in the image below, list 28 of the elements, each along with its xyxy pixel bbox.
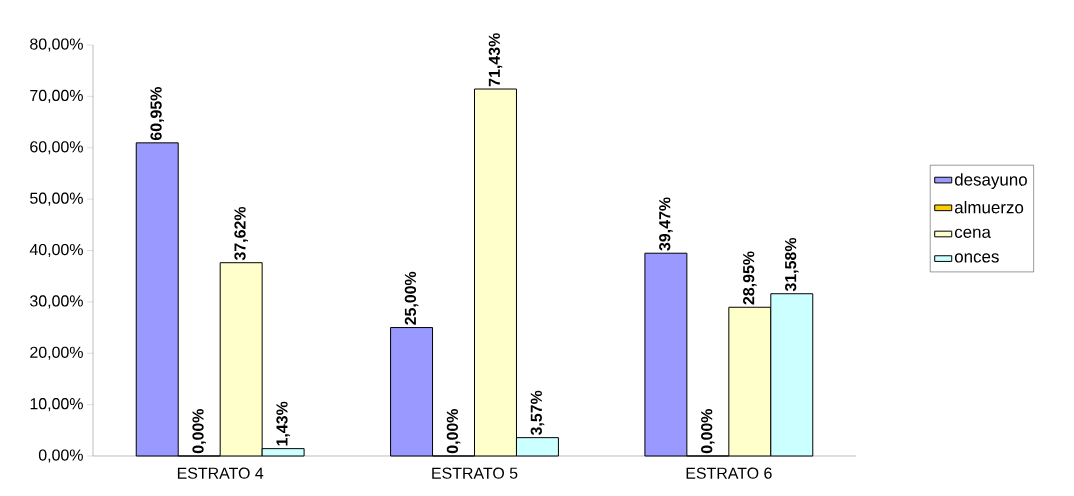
data-label: 28,95% (743, 251, 757, 305)
data-label: 0,00% (192, 409, 206, 454)
legend-label: desayuno (954, 173, 1027, 189)
y-tick-label: 50,00% (30, 192, 83, 206)
y-tick-label: 40,00% (29, 243, 83, 258)
x-tick-label: ESTRATO 4 (177, 467, 264, 479)
data-label: 3,57% (530, 390, 545, 436)
legend-label: almuerzo (954, 200, 1024, 214)
x-tick-label: ESTRATO 5 (432, 467, 518, 479)
y-tick-label: 30,00% (30, 295, 83, 309)
legend-label: onces (954, 253, 999, 263)
y-tick-label: 0,00% (38, 449, 83, 463)
data-label: 1,43% (276, 401, 290, 446)
data-label: 71,43% (488, 33, 503, 87)
data-label: 0,00% (701, 409, 715, 454)
data-label: 0,00% (446, 409, 461, 454)
x-tick-label: ESTRATO 6 (686, 467, 772, 479)
y-tick-label: 70,00% (30, 89, 83, 103)
y-tick-label: 20,00% (30, 346, 83, 360)
data-label: 37,62% (234, 206, 248, 261)
legend-label: cena (954, 228, 991, 238)
y-tick-label: 10,00% (30, 398, 83, 412)
data-label: 39,47% (659, 197, 673, 251)
data-label: 60,95% (150, 87, 165, 141)
data-label: 31,58% (784, 237, 799, 292)
data-label: 25,00% (404, 271, 419, 325)
y-tick-label: 60,00% (30, 141, 83, 155)
y-tick-label: 80,00% (30, 38, 83, 52)
